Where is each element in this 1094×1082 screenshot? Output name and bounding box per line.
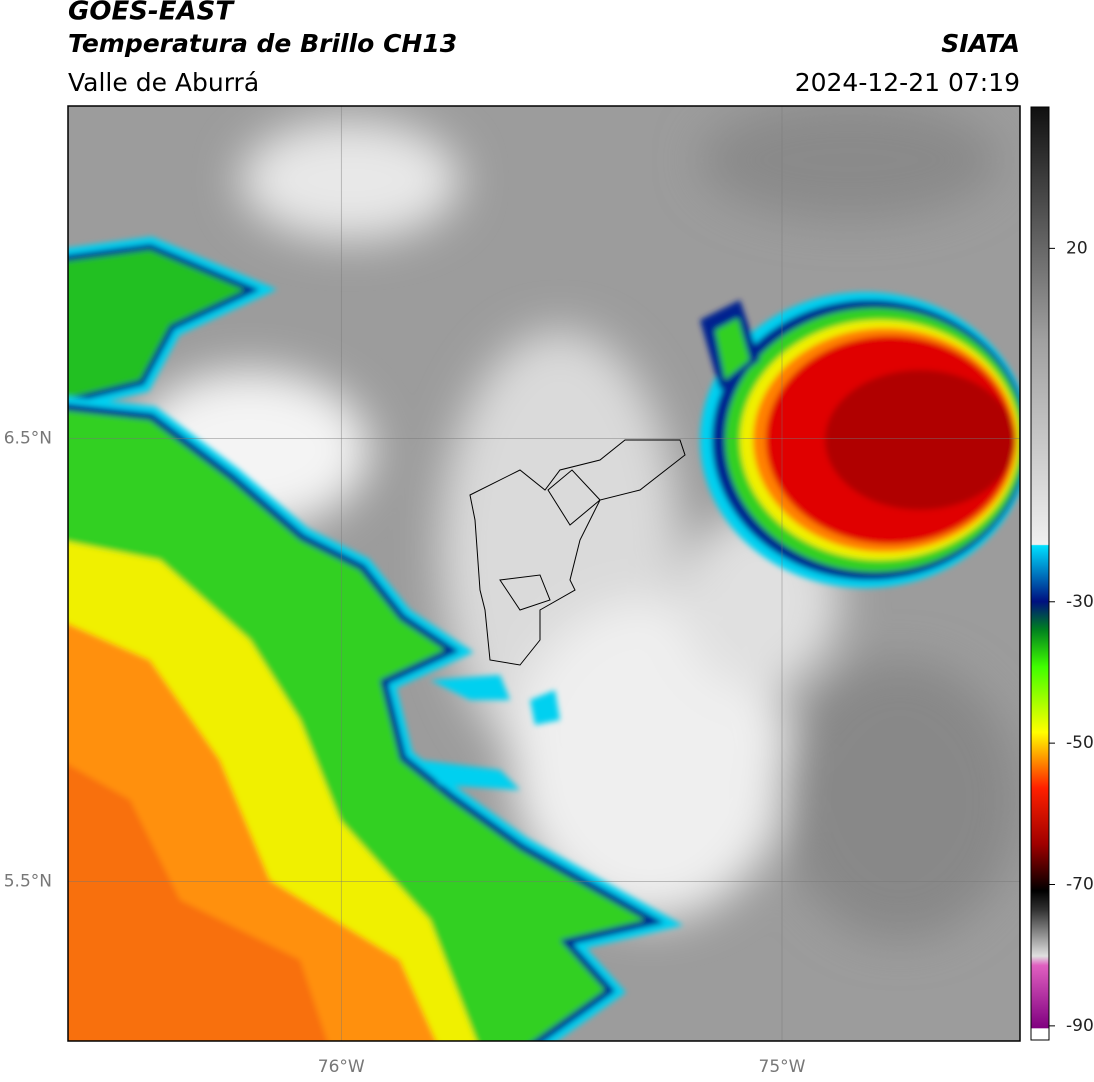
- municipal-boundaries: [469, 439, 686, 666]
- lon-label: 76°W: [318, 1057, 365, 1077]
- map-image: [68, 106, 1020, 1041]
- colorbar-label: -70: [1066, 875, 1094, 895]
- colorbar-label: 20: [1066, 238, 1088, 258]
- title: GOES-EAST: [68, 0, 235, 27]
- map-frame: [67, 105, 1021, 1042]
- source: SIATA: [941, 29, 1020, 58]
- colorbar-label: -50: [1066, 733, 1094, 753]
- datetime: 2024-12-21 07:19: [795, 68, 1020, 97]
- colorbar-label: -90: [1066, 1016, 1094, 1036]
- colorbar-label: -30: [1066, 592, 1094, 612]
- lon-label: 75°W: [759, 1057, 806, 1077]
- lat-label: 5.5°N: [4, 871, 52, 891]
- region: Valle de Aburrá: [68, 68, 259, 97]
- colorbar: [1030, 106, 1050, 1041]
- subtitle: Temperatura de Brillo CH13: [68, 29, 457, 58]
- lat-label: 6.5°N: [4, 428, 52, 448]
